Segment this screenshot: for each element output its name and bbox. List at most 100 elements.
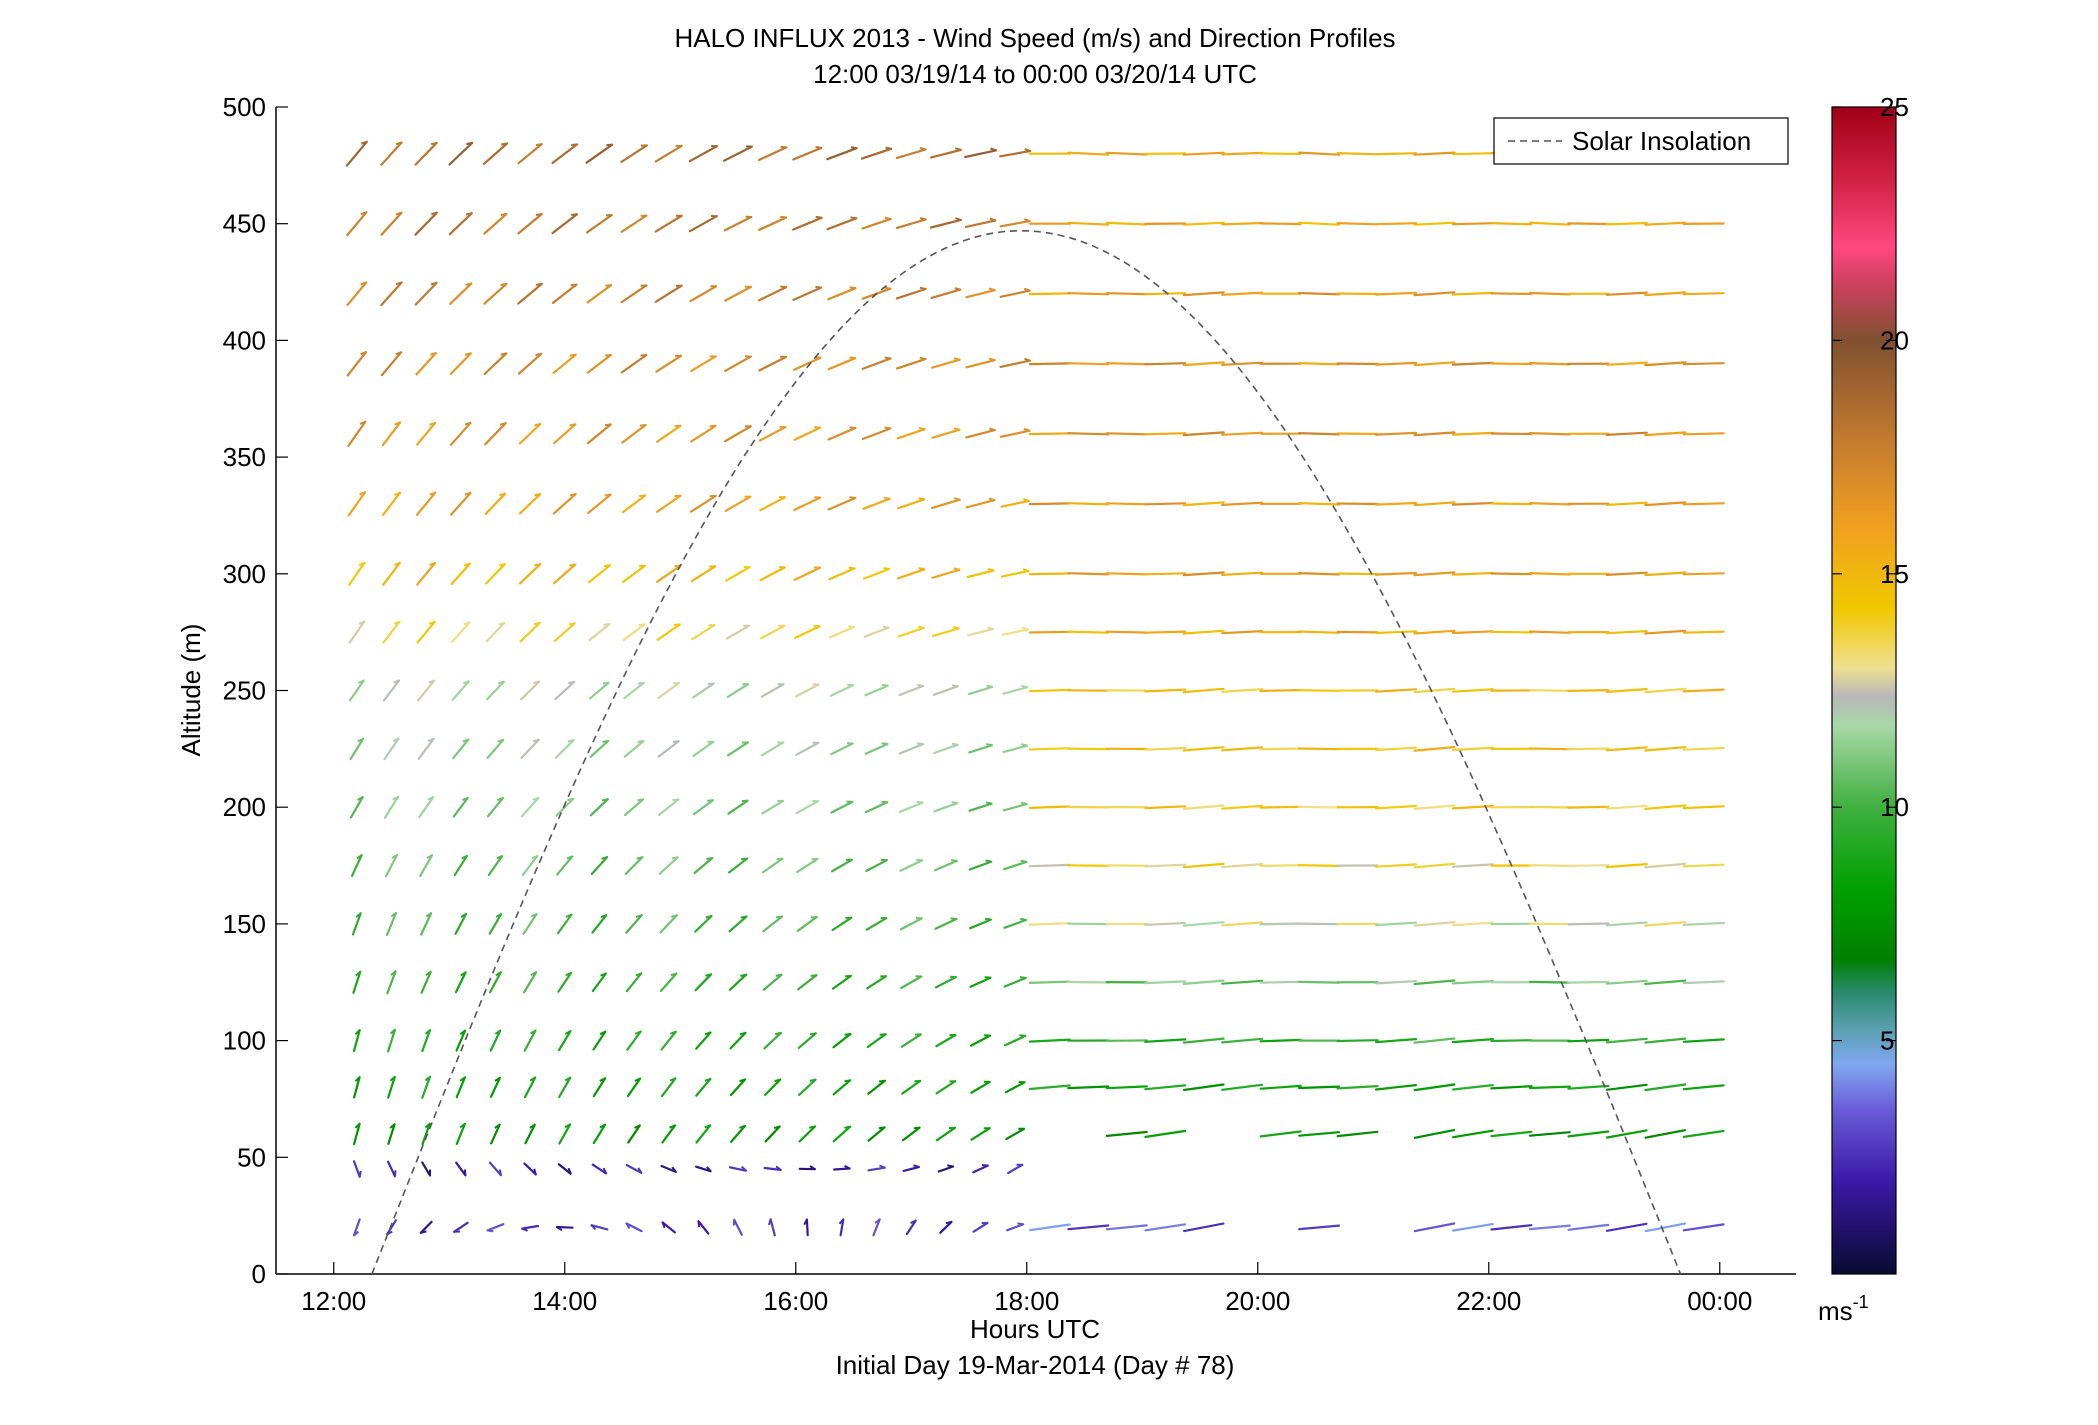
wind-barb-head <box>705 973 712 977</box>
wind-barb-head <box>814 496 821 499</box>
wind-barb-shaft <box>901 1126 921 1142</box>
wind-barb-head <box>529 1123 536 1129</box>
wind-barb-shaft <box>694 914 713 933</box>
wind-barb-shaft <box>489 1076 501 1098</box>
wind-barb-head <box>461 855 468 860</box>
wind-barb-head <box>599 1123 606 1129</box>
wind-barb-shaft <box>1605 687 1648 694</box>
wind-barb-shaft <box>414 281 438 306</box>
wind-barb-shaft <box>348 620 366 644</box>
wind-barb-shaft <box>1105 1130 1148 1138</box>
wind-barb-shaft <box>934 917 958 930</box>
wind-barb-head <box>429 491 436 496</box>
wind-barb-head <box>882 625 889 629</box>
wind-barb-shaft <box>660 1030 677 1051</box>
wind-barb-shaft <box>455 1122 466 1146</box>
wind-barb-head <box>815 215 822 219</box>
wind-barb-head <box>739 1031 746 1036</box>
wind-barb-head <box>1022 498 1030 502</box>
wind-barb-head <box>985 859 992 863</box>
wind-barb-head <box>918 567 925 571</box>
wind-barb-shaft <box>694 1165 712 1173</box>
wind-barb-shaft <box>626 1030 642 1051</box>
wind-barb-head <box>639 494 646 498</box>
wind-barb-shaft <box>1374 979 1418 985</box>
wind-barb-head <box>521 1227 528 1232</box>
wind-barb-shaft <box>764 1125 781 1143</box>
wind-barb-head <box>356 854 363 860</box>
wind-barb-shaft <box>1451 863 1495 868</box>
wind-barb-shaft <box>552 423 577 445</box>
wind-barb-head <box>394 561 401 566</box>
wind-barb-shaft <box>1297 1085 1341 1090</box>
wind-barb-shaft <box>414 141 438 166</box>
wind-barb-shaft <box>1221 151 1264 156</box>
wind-barb-shaft <box>933 859 958 872</box>
wind-barb-head <box>813 624 820 628</box>
wind-barb-shaft <box>1004 1081 1026 1094</box>
wind-barb-shaft <box>1182 979 1225 986</box>
wind-barb-head <box>556 1226 563 1232</box>
wind-barb-head <box>604 423 611 427</box>
wind-barb-shaft <box>448 212 473 236</box>
wind-barb-head <box>357 737 364 743</box>
wind-barb-head <box>1020 801 1027 806</box>
wind-barb-head <box>637 681 644 685</box>
wind-barb-shaft <box>689 285 718 303</box>
wind-barb-shaft <box>896 498 926 510</box>
wind-barb-shaft <box>655 424 682 443</box>
wind-barb-shaft <box>728 915 748 933</box>
wind-barb-shaft <box>657 681 681 700</box>
wind-barb-shaft <box>519 680 541 701</box>
wind-barb-shaft <box>1413 1128 1456 1139</box>
wind-barb-shaft <box>1002 860 1028 871</box>
wind-barb-shaft <box>489 1029 502 1052</box>
wind-barb-shaft <box>862 567 891 580</box>
wind-barb-shaft <box>688 215 718 233</box>
wind-barb-shaft <box>450 562 471 586</box>
wind-barb-shaft <box>483 352 508 376</box>
wind-barb-shaft <box>383 737 400 761</box>
wind-barb-shaft <box>1105 1224 1148 1231</box>
wind-barb-shaft <box>692 740 715 758</box>
wind-barb-shaft <box>654 214 683 233</box>
wind-barb-shaft <box>1644 221 1687 226</box>
wind-barb-shaft <box>899 917 923 931</box>
wind-barb-shaft <box>964 149 998 159</box>
wind-barb-shaft <box>1297 805 1341 809</box>
wind-barb-head <box>670 972 677 977</box>
wind-barb-shaft <box>1528 630 1572 634</box>
wind-barb-shaft <box>691 623 716 641</box>
wind-barb-shaft <box>551 283 578 304</box>
wind-barb-head <box>1019 1034 1026 1037</box>
wind-barb-shaft <box>968 744 994 754</box>
wind-barb-shaft <box>1567 222 1610 226</box>
wind-barb-shaft <box>931 568 961 579</box>
wind-barb-head <box>844 1125 851 1129</box>
wind-barb-shaft <box>452 738 470 760</box>
wind-barb-shaft <box>1182 1222 1225 1233</box>
wind-barb-shaft <box>482 142 509 165</box>
wind-barb-shaft <box>521 854 539 877</box>
wind-barb-head <box>740 973 747 977</box>
wind-barb-shaft <box>623 681 645 700</box>
wind-barb-shaft <box>898 743 924 755</box>
wind-barb-head <box>425 912 432 918</box>
wind-barb-shaft <box>1002 802 1028 812</box>
wind-barb-shaft <box>900 1033 922 1048</box>
wind-barb-shaft <box>1605 221 1648 226</box>
wind-barb-shaft <box>625 1163 643 1174</box>
wind-barb-shaft <box>724 495 752 512</box>
wind-barb-shaft <box>555 797 575 817</box>
wind-barb-shaft <box>833 1167 851 1171</box>
wind-barb-head <box>671 914 678 918</box>
wind-barb-shaft <box>350 854 363 878</box>
wind-barb-shaft <box>763 1166 782 1172</box>
wind-barb-shaft <box>486 796 504 818</box>
wind-barb-head <box>884 286 891 290</box>
colorbar-gradient <box>1831 106 1897 1275</box>
wind-barb-head <box>565 971 572 977</box>
wind-barb-shaft <box>557 971 573 993</box>
wind-barb-shaft <box>517 213 543 235</box>
wind-barb-shaft <box>657 740 680 758</box>
